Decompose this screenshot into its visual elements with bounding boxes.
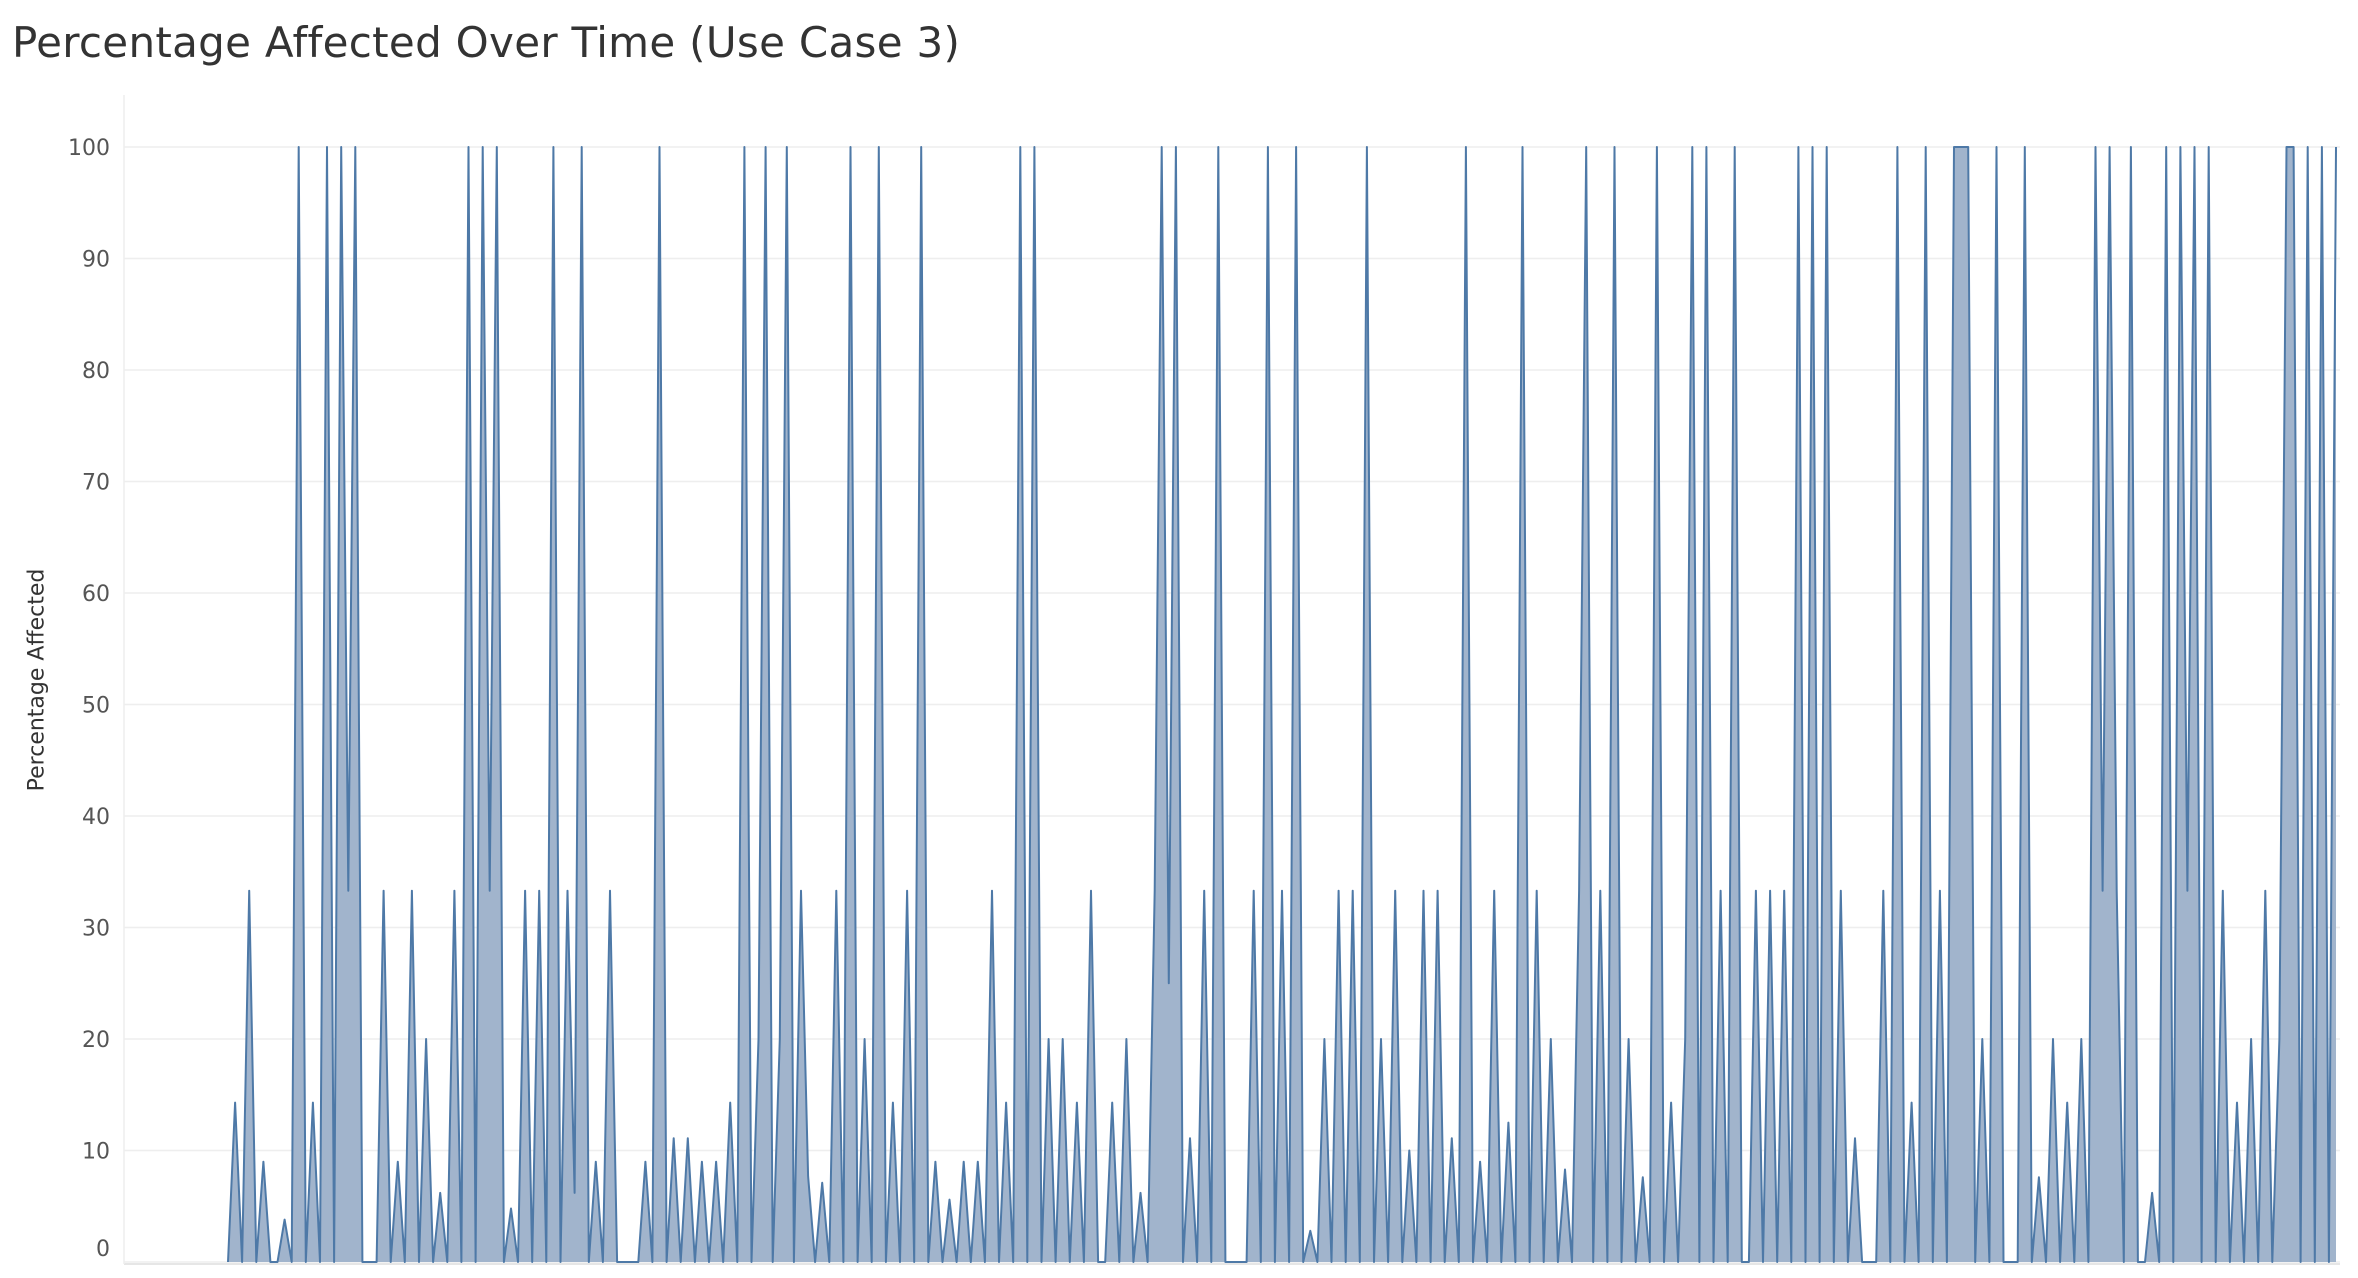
y-axis-ticks: 0 10 20 30 40 50 60 70 80 90 100 [68, 136, 110, 1262]
y-tick-label: 60 [82, 582, 110, 607]
y-tick-label: 100 [68, 136, 110, 161]
y-tick-label: 40 [82, 805, 110, 830]
area-series [227, 146, 2337, 1263]
y-tick-label: 70 [82, 471, 110, 496]
area-fill [228, 147, 2336, 1262]
y-tick-label: 90 [82, 248, 110, 273]
y-tick-label: 10 [82, 1140, 110, 1165]
y-tick-label: 0 [96, 1237, 110, 1262]
y-tick-label: 20 [82, 1028, 110, 1053]
y-tick-label: 50 [82, 694, 110, 719]
y-tick-label: 80 [82, 359, 110, 384]
area-line [227, 146, 2337, 1263]
y-tick-label: 30 [82, 917, 110, 942]
chart-title: Percentage Affected Over Time (Use Case … [12, 18, 961, 67]
